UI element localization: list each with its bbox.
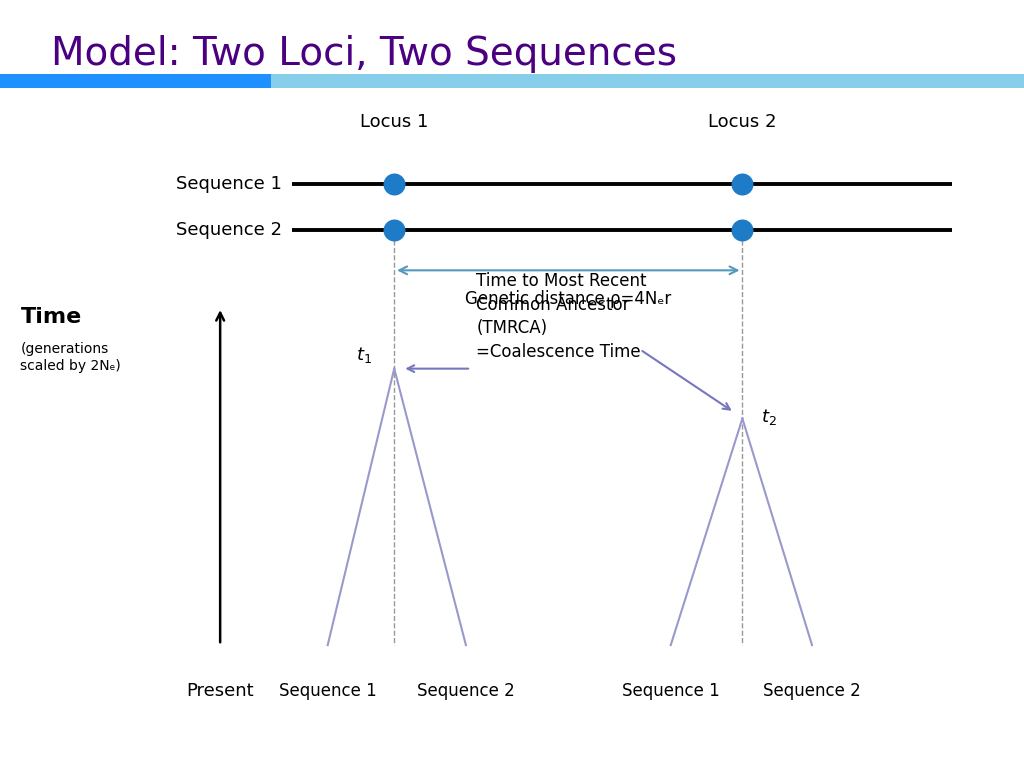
Text: Sequence 2: Sequence 2 [763, 682, 861, 700]
Text: Sequence 2: Sequence 2 [417, 682, 515, 700]
Point [386, 178, 402, 190]
Bar [0, 74, 271, 88]
Text: (generations
scaled by 2Nₑ): (generations scaled by 2Nₑ) [20, 342, 121, 373]
Text: Genetic distance ρ=4Nₑr: Genetic distance ρ=4Nₑr [465, 290, 672, 307]
Text: Sequence 1: Sequence 1 [279, 682, 377, 700]
Text: Time: Time [20, 307, 82, 327]
Text: Sequence 1: Sequence 1 [176, 175, 282, 194]
Text: Locus 1: Locus 1 [360, 113, 428, 131]
Text: Present: Present [186, 682, 254, 700]
Text: Model: Two Loci, Two Sequences: Model: Two Loci, Two Sequences [51, 35, 677, 72]
Text: $t_2$: $t_2$ [761, 407, 776, 427]
Point [734, 178, 751, 190]
Text: Sequence 2: Sequence 2 [175, 221, 282, 240]
Text: Sequence 1: Sequence 1 [622, 682, 720, 700]
Text: Time to Most Recent
Common Ancestor
(TMRCA)
=Coalescence Time: Time to Most Recent Common Ancestor (TMR… [476, 272, 647, 361]
Bar [271, 74, 1024, 88]
Text: Locus 2: Locus 2 [709, 113, 776, 131]
Text: $t_1$: $t_1$ [355, 345, 372, 365]
Point [734, 224, 751, 237]
Point [386, 224, 402, 237]
